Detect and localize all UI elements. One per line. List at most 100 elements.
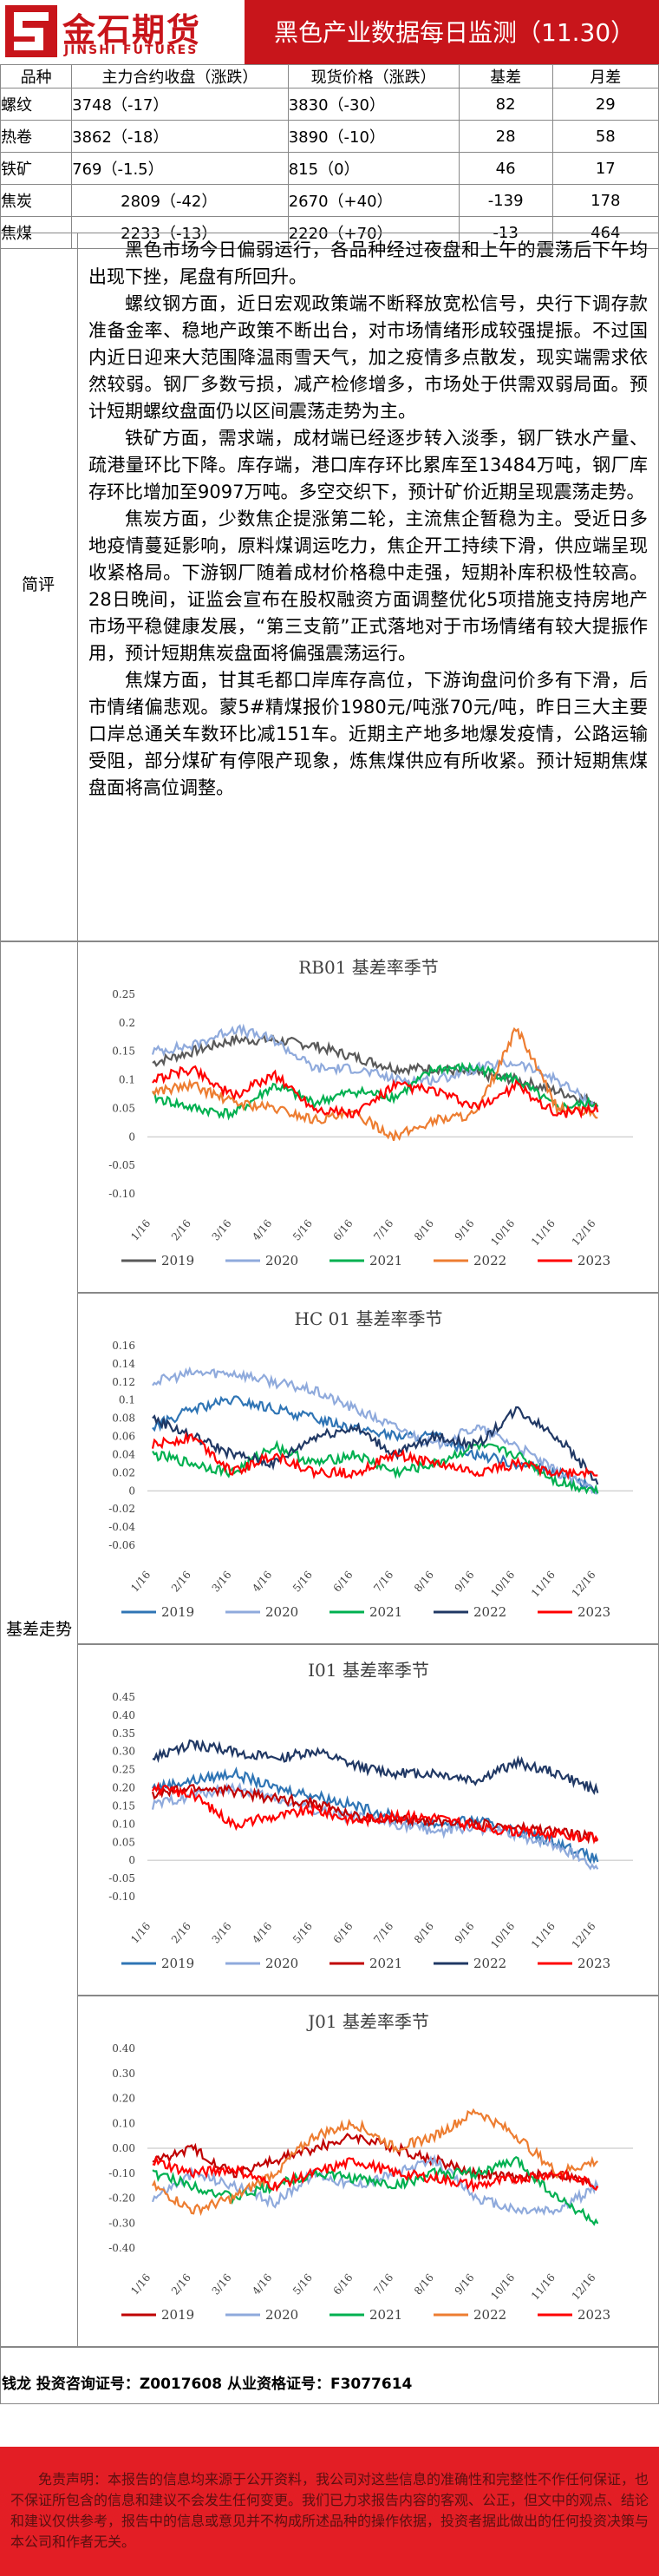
comment-paragraph: 焦炭方面，少数焦企提涨第二轮，主流焦企暂稳为主。受近日多地疫情蔓延影响，原料煤调… [88,508,648,664]
legend-label: 2021 [369,1604,402,1620]
y-tick-label: 0.30 [112,1746,135,1758]
x-tick-label: 10/16 [488,1920,517,1950]
legend-label: 2019 [161,1956,194,1971]
y-tick-label: 0.35 [112,1727,135,1740]
legend-label: 2021 [369,1253,402,1268]
x-tick-label: 5/16 [290,2271,315,2297]
legend-label: 2020 [265,1604,298,1620]
legend-label: 2023 [577,1604,610,1620]
legend-label: 2022 [473,1956,506,1971]
series-line [151,2153,599,2217]
legend-label: 2021 [369,2307,402,2323]
legend-label: 2022 [473,1253,506,1268]
y-tick-label: 0.10 [112,2117,135,2129]
y-tick-label: 0.20 [112,2093,135,2105]
series-line [152,2107,598,2217]
x-tick-label: 3/16 [210,1569,234,1595]
y-tick-label: 0.1 [119,1074,135,1086]
chart-title: HC 01 基差率季节 [295,1308,443,1329]
legend-label: 2020 [265,2307,298,2323]
column-header: 月差 [551,64,659,88]
series-line [152,2154,599,2193]
y-tick-label: 0.15 [112,1799,135,1812]
y-tick-label: 0.05 [112,1102,135,1114]
commodity-name: 铁矿 [0,152,73,185]
y-tick-label: 0.04 [112,1448,135,1460]
x-tick-label: 5/16 [290,1217,315,1243]
x-tick-label: 9/16 [453,2271,477,2297]
legend-label: 2019 [161,1604,194,1620]
futures-close: 2809（-42） [71,184,289,217]
month-spread: 178 [551,184,659,217]
commodity-name: 热卷 [0,120,73,153]
x-tick-label: 4/16 [250,1920,274,1946]
series-line [151,1431,598,1481]
x-tick-label: 8/16 [412,2271,436,2297]
x-tick-label: 7/16 [371,1217,395,1243]
x-tick-label: 7/16 [371,2271,395,2297]
series-line [151,1023,599,1112]
y-tick-label: 0.30 [112,2068,135,2080]
hc01-basis-chart: HC 01 基差率季节 0.16 0.14 0.12 0.1 0.08 0.06 0.04 0.… [108,1308,633,1620]
series-line [152,2156,599,2226]
month-spread: 17 [551,152,659,185]
column-header: 主力合约收盘（涨跌） [71,64,289,88]
report-title: 黑色产业数据每日监测（11.30） [274,18,636,47]
chart-title: I01 基差率季节 [308,1660,429,1681]
x-tick-label: 3/16 [210,1920,234,1946]
basis-label-cell: 基差走势 [0,941,78,2347]
rb01-basis-chart: RB01 基差率季节 0.25 0.2 0.15 0.1 0.05 0 -0.05 -0.10 1… [108,957,633,1268]
chart-panel-j01: J01 基差率季节 0.40 0.30 0.20 0.10 0.00 -0.10 -0.20 -… [78,1996,659,2347]
y-tick-label: 0 [128,1854,135,1866]
y-tick-label: 0.45 [112,1691,135,1703]
x-tick-label: 11/16 [529,1217,558,1248]
y-tick-label: 0 [128,1485,135,1497]
spot-price: 3830（-30） [287,88,460,121]
x-tick-label: 6/16 [331,1217,356,1243]
legend-label: 2023 [577,1956,610,1971]
x-tick-label: 9/16 [453,1569,477,1595]
x-tick-label: 1/16 [128,1569,153,1595]
y-tick-label: 0.40 [112,2042,135,2055]
y-tick-label: 0.05 [112,1836,135,1848]
y-tick-label: 0.40 [112,1709,135,1721]
logo-english-name: JINSHI FUTURES [64,43,199,57]
x-tick-label: 12/16 [570,2271,598,2302]
y-tick-label: 0.25 [112,1764,135,1776]
legend-label: 2021 [369,1956,402,1971]
comment-label-cell: 简评 [0,233,78,941]
series-line [152,1026,598,1142]
x-tick-label: 9/16 [453,1920,477,1946]
chart-title: J01 基差率季节 [306,2011,429,2032]
chart-title: RB01 基差率季节 [298,957,439,978]
x-tick-label: 8/16 [412,1569,436,1595]
commodity-name: 螺纹 [0,88,73,121]
y-tick-label: -0.20 [108,2193,135,2205]
basis-value: 28 [458,120,553,153]
x-tick-label: 10/16 [488,1217,517,1248]
table-row: 焦炭 2809（-42） 2670（+40） -139 178 [0,184,659,217]
month-spread: 58 [551,120,659,153]
legend-label: 2019 [161,1253,194,1268]
basis-value: -139 [458,184,553,217]
legend-label: 2022 [473,2307,506,2323]
comment-paragraph: 黑色市场今日偏弱运行，各品种经过夜盘和上午的震荡后下午均出现下挫，尾盘有所回升。 [88,239,648,287]
x-tick-label: 12/16 [570,1217,598,1248]
x-tick-label: 10/16 [488,2271,517,2302]
comment-body: 黑色市场今日偏弱运行，各品种经过夜盘和上午的震荡后下午均出现下挫，尾盘有所回升。… [78,233,659,941]
legend-label: 2020 [265,1253,298,1268]
y-tick-label: 0.2 [119,1017,135,1029]
x-tick-label: 11/16 [529,1920,558,1950]
x-tick-label: 6/16 [331,2271,356,2297]
futures-close: 769（-1.5） [71,152,289,185]
table-row: 热卷 3862（-18） 3890（-10） 28 58 [0,120,659,153]
month-spread: 29 [551,88,659,121]
x-tick-label: 12/16 [570,1920,598,1950]
column-header: 基差 [458,64,553,88]
y-tick-label: 0.1 [119,1394,135,1406]
company-logo: 金石期货 JINSHI FUTURES [0,0,245,64]
x-tick-label: 12/16 [570,1569,598,1599]
x-tick-label: 3/16 [210,1217,234,1243]
y-tick-label: 0.15 [112,1045,135,1058]
y-tick-label: 0.08 [112,1413,135,1425]
